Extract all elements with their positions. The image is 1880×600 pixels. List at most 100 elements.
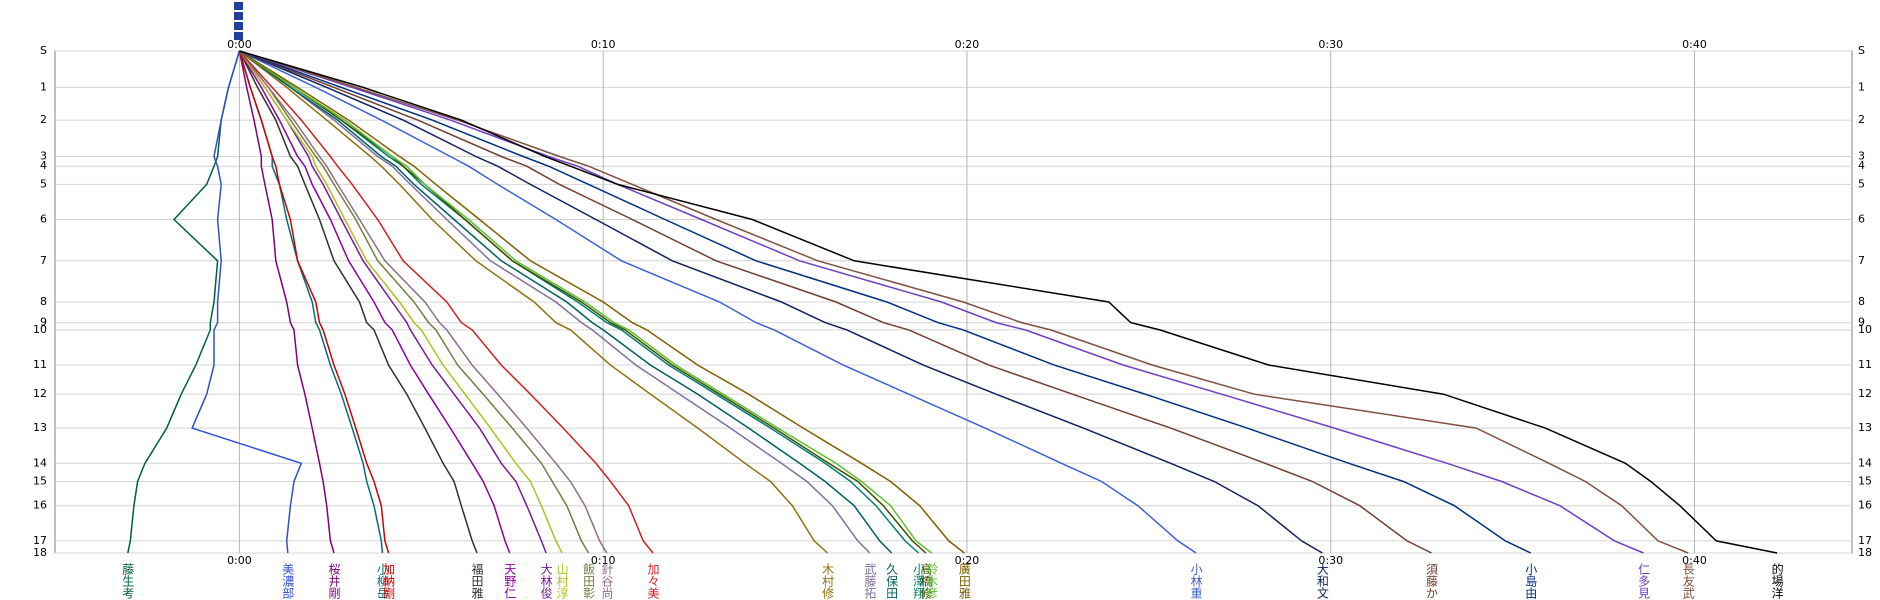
x-tick-label-top: 0:20 [955,38,980,51]
runner-name: 飯田彰 [582,562,596,600]
x-tick-label-top: 0:30 [1318,38,1343,51]
runner-line [238,50,829,554]
y-tick-label-right: 10 [1858,323,1872,336]
y-tick-label-right: 4 [1858,159,1865,172]
y-tick-label-right: 18 [1858,546,1872,559]
runner-line [239,50,1323,554]
runner-line [238,50,920,554]
y-tick-label: 17 [33,534,47,547]
y-tick-label: 12 [33,387,47,400]
runner-name: 小林重 [1189,563,1203,599]
y-tick-label: 11 [33,358,47,371]
y-tick-label-right: 9 [1858,316,1865,329]
y-tick-label: 2 [40,113,47,126]
y-tick-label: 4 [40,159,47,172]
y-tick-label: 7 [40,254,47,267]
y-tick-label-right: S [1858,44,1865,57]
runner-icons [234,2,243,40]
y-tick-label-right: 11 [1858,358,1872,371]
runner-line [239,50,1197,554]
y-tick-label: 18 [33,546,47,559]
y-tick-label-right: 8 [1858,295,1865,308]
runner-line [127,50,241,554]
runner-name: 福田雅 [470,562,484,599]
runner-name: 美濃部 [281,563,295,599]
y-tick-label-right: 13 [1858,421,1872,434]
y-tick-label: 5 [40,177,47,190]
y-tick-label-right: 5 [1858,177,1865,190]
runner-line [239,50,1532,554]
runner-line [239,50,965,554]
icon [234,22,243,30]
runner-line [238,50,563,554]
runner-line [238,50,893,554]
runner-line [239,50,1689,554]
y-tick-label-right: 3 [1858,149,1865,162]
y-tick-label: 9 [40,316,47,329]
runner-line [238,50,511,554]
y-tick-label: 6 [40,213,47,226]
runner-line [238,50,478,554]
runner-name: 仁多見 [1637,563,1651,599]
runner-name: 廣田雅 [957,563,971,599]
runner-line [238,50,390,554]
y-tick-label-right: 1 [1858,80,1865,93]
runner-line [238,50,590,554]
runner-name: 須藤か [1424,563,1438,599]
y-tick-label-right: 2 [1858,113,1865,126]
x-tick-label-bottom: 0:00 [227,554,252,567]
icon [234,2,243,10]
runner-line [238,50,608,554]
x-tick-label-bottom: 0:20 [955,554,980,567]
runner-name: 大林俊 [539,563,553,599]
runner-name: 桜井剛 [327,563,341,599]
y-tick-label-right: 14 [1858,456,1872,469]
runner-line [238,50,335,554]
runner-line [238,50,933,554]
x-tick-label-top: 0:10 [591,38,616,51]
runner-name: 小柳岳 [375,563,389,599]
y-tick-label-right: 16 [1858,499,1872,512]
y-tick-label-right: 12 [1858,387,1872,400]
y-tick-label: 15 [33,474,47,487]
runner-name: 的場洋 [1770,562,1784,599]
runner-line [239,50,1644,554]
y-tick-label: 16 [33,499,47,512]
y-tick-label: S [40,44,47,57]
runner-name: 加納剛 [382,563,396,599]
runner-name: 大和文 [1315,563,1329,599]
runner-name: 長友武 [1681,563,1695,599]
runner-line [238,50,871,554]
runner-name: 武藤拓 [863,563,877,599]
icon [234,32,243,40]
x-tick-label-bottom: 0:40 [1682,554,1707,567]
runner-name: 小島由 [1524,563,1538,599]
icon [234,12,243,20]
runner-name: 針谷尚 [600,562,614,599]
y-tick-label: 10 [33,323,47,336]
runner-line [191,50,303,554]
y-tick-label: 3 [40,149,47,162]
y-tick-label: 14 [33,456,47,469]
runner-name: 加々美 [646,563,660,599]
runner-name: 木村修 [821,563,835,599]
runner-line [238,50,654,554]
y-tick-label-right: 7 [1858,254,1865,267]
y-tick-label: 8 [40,295,47,308]
runner-line [238,50,547,554]
x-tick-label-top: 0:40 [1682,38,1707,51]
runner-line [239,50,1432,554]
runner-line [239,50,1778,554]
y-tick-label-right: 6 [1858,213,1865,226]
runner-name: 久保田 [885,563,899,599]
runner-name: 藤生考 [121,563,135,599]
y-tick-label-right: 17 [1858,534,1872,547]
y-tick-label-right: 15 [1858,474,1872,487]
runner-name: 天野仁 [503,563,517,599]
x-tick-label-top: 0:00 [227,38,252,51]
runner-name: 山村淳 [555,563,569,599]
x-tick-label-bottom: 0:30 [1318,554,1343,567]
runner-name: 鈴木彦 [925,562,939,600]
x-tick-label-bottom: 0:10 [591,554,616,567]
